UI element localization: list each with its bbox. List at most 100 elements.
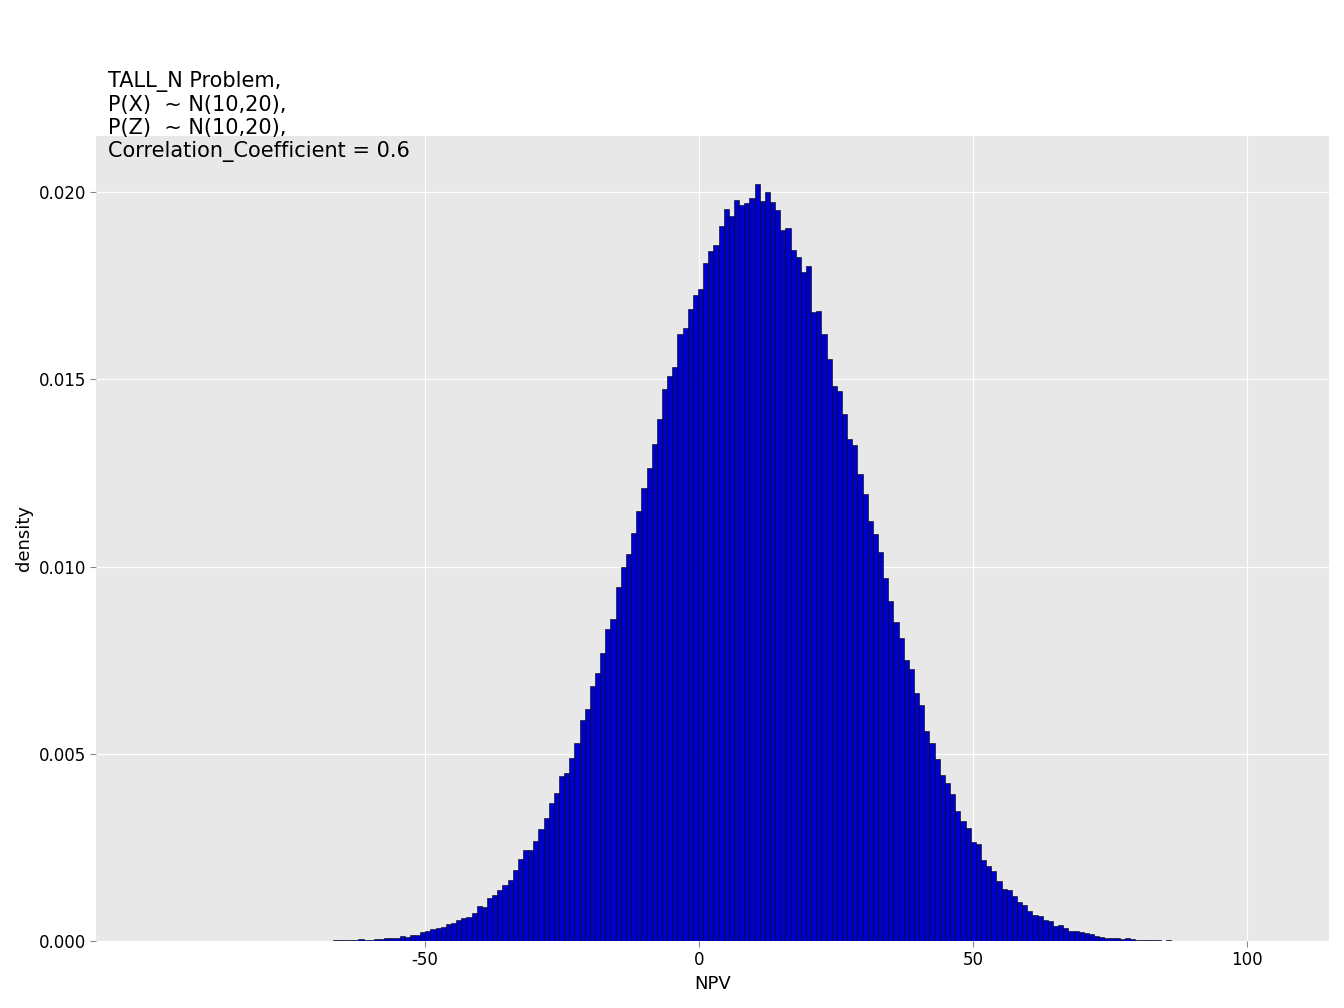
Bar xyxy=(1105,937,1110,941)
Bar xyxy=(636,511,641,941)
Bar xyxy=(399,936,405,941)
Bar xyxy=(621,568,626,941)
Bar xyxy=(570,758,574,941)
Bar xyxy=(657,418,663,941)
Bar xyxy=(909,668,914,941)
Bar xyxy=(626,553,632,941)
Bar xyxy=(857,474,863,941)
Bar xyxy=(574,743,579,941)
Bar xyxy=(878,552,883,941)
Bar xyxy=(1021,905,1027,941)
Bar xyxy=(559,776,564,941)
Bar xyxy=(353,940,359,941)
Bar xyxy=(683,329,688,941)
Bar xyxy=(754,183,759,941)
Bar xyxy=(503,885,508,941)
Bar xyxy=(739,205,745,941)
Bar xyxy=(539,829,543,941)
Bar xyxy=(1038,916,1043,941)
Bar xyxy=(466,916,472,941)
Bar xyxy=(1074,930,1079,941)
Bar xyxy=(390,937,394,941)
Bar xyxy=(595,672,601,941)
Bar xyxy=(759,201,765,941)
Bar xyxy=(745,204,750,941)
Bar xyxy=(601,653,605,941)
Bar xyxy=(765,193,770,941)
Bar xyxy=(1079,932,1083,941)
Bar xyxy=(1063,928,1068,941)
Bar xyxy=(688,308,692,941)
Bar xyxy=(1058,925,1063,941)
Bar xyxy=(1141,939,1145,941)
Bar xyxy=(641,488,646,941)
Bar xyxy=(986,866,992,941)
Bar xyxy=(961,822,965,941)
Bar xyxy=(1136,939,1141,941)
Bar xyxy=(517,859,523,941)
Bar xyxy=(925,731,930,941)
Bar xyxy=(1012,895,1017,941)
Bar xyxy=(435,928,441,941)
Bar xyxy=(1094,935,1099,941)
Bar xyxy=(919,705,925,941)
Bar xyxy=(508,880,512,941)
Bar xyxy=(837,391,843,941)
Bar xyxy=(775,210,781,941)
Bar xyxy=(446,924,452,941)
Bar xyxy=(472,912,477,941)
Bar xyxy=(981,860,986,941)
Bar xyxy=(832,386,837,941)
Bar xyxy=(374,939,379,941)
Bar xyxy=(405,936,410,941)
Bar xyxy=(477,906,482,941)
Bar xyxy=(548,803,554,941)
Bar xyxy=(667,376,672,941)
Bar xyxy=(482,907,487,941)
Bar xyxy=(368,939,374,941)
Bar xyxy=(996,881,1001,941)
Bar xyxy=(663,388,667,941)
Bar xyxy=(534,841,539,941)
Bar xyxy=(796,257,801,941)
Bar xyxy=(1089,934,1094,941)
Bar xyxy=(945,783,950,941)
Bar xyxy=(425,931,430,941)
Bar xyxy=(1083,933,1089,941)
Y-axis label: density: density xyxy=(15,505,34,572)
Bar xyxy=(554,793,559,941)
Bar xyxy=(939,775,945,941)
Bar xyxy=(343,939,348,941)
Bar xyxy=(894,622,899,941)
Bar xyxy=(497,890,503,941)
Bar xyxy=(698,288,703,941)
X-axis label: NPV: NPV xyxy=(695,975,731,993)
Bar xyxy=(610,619,616,941)
Bar xyxy=(714,245,719,941)
Bar xyxy=(1043,919,1048,941)
Bar xyxy=(677,334,683,941)
Bar xyxy=(843,413,847,941)
Bar xyxy=(1027,910,1032,941)
Bar xyxy=(930,743,934,941)
Bar xyxy=(770,202,775,941)
Bar xyxy=(827,359,832,941)
Bar xyxy=(461,918,466,941)
Bar xyxy=(1125,938,1130,941)
Bar xyxy=(812,311,816,941)
Bar xyxy=(816,310,821,941)
Bar xyxy=(965,828,970,941)
Bar xyxy=(970,842,976,941)
Bar xyxy=(1156,939,1161,941)
Bar xyxy=(672,368,677,941)
Bar xyxy=(528,851,534,941)
Bar xyxy=(950,793,956,941)
Bar xyxy=(441,926,446,941)
Bar xyxy=(590,686,595,941)
Bar xyxy=(523,851,528,941)
Bar xyxy=(415,934,421,941)
Bar xyxy=(616,587,621,941)
Bar xyxy=(708,251,714,941)
Bar xyxy=(1007,890,1012,941)
Bar xyxy=(605,629,610,941)
